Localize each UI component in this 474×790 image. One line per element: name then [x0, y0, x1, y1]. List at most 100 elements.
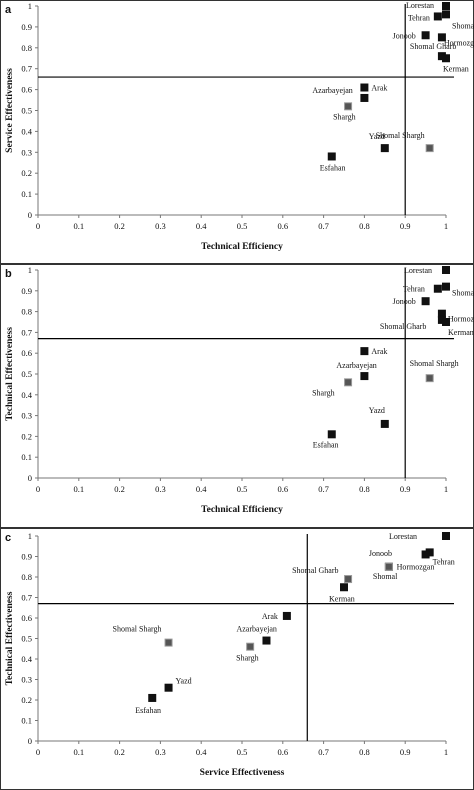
- y-tick-label: 0.4: [21, 654, 32, 664]
- point-label-arak: Arak: [262, 612, 278, 621]
- data-point-esfahan: [327, 430, 336, 439]
- point-label-hormozgan: Hormozgan: [448, 315, 474, 324]
- panel-letter: b: [5, 268, 12, 280]
- point-label-shomal-shargh: Shomal Shargh: [113, 625, 162, 634]
- x-tick-label: 0.8: [359, 484, 370, 494]
- x-tick-label: 0.1: [73, 484, 84, 494]
- data-point-arak: [282, 611, 291, 620]
- scatter-panel-b: b 0 0.1 0.2 0.3 0.4 0.5 0.6 0.7 0.8 0.9 1 0 0.1 0.2 0.3…: [0, 264, 474, 528]
- point-label-azarbayejan: Azarbayejan: [336, 361, 376, 370]
- data-point-shomal: [442, 10, 450, 19]
- y-tick-label: 1: [28, 265, 32, 275]
- x-tick-label: 0.9: [400, 221, 411, 231]
- y-tick-label: 1: [28, 531, 32, 541]
- panel-letter: a: [5, 4, 12, 16]
- x-tick-label: 1: [444, 484, 448, 494]
- x-tick-label: 0.2: [114, 747, 125, 757]
- point-label-tehran: Tehran: [403, 285, 425, 294]
- point-label-hormozgan: Hormozgan: [444, 38, 474, 47]
- x-tick-label: 0.9: [400, 484, 411, 494]
- point-label-esfahan: Esfahan: [313, 440, 339, 449]
- x-tick-label: 0: [36, 221, 40, 231]
- y-tick-label: 0.3: [21, 411, 32, 421]
- point-label-lorestan: Lorestan: [389, 532, 417, 541]
- point-label-tehran: Tehran: [408, 13, 430, 22]
- y-tick-label: 0.6: [21, 613, 32, 623]
- point-label-shomal-gharb: Shomal Gharb: [410, 42, 456, 51]
- y-tick-label: 0.5: [21, 369, 32, 379]
- y-tick-label: 0.2: [21, 431, 32, 441]
- x-tick-label: 0.8: [359, 747, 370, 757]
- point-label-hormozgan: Hormozgan: [397, 562, 435, 571]
- y-tick-label: 0: [28, 473, 32, 483]
- y-tick-label: 0: [28, 210, 32, 220]
- x-tick-label: 0.3: [155, 747, 166, 757]
- y-tick-label: 0.3: [21, 675, 32, 685]
- data-point-esfahan: [327, 152, 336, 161]
- data-point-shargh: [246, 642, 255, 651]
- y-tick-label: 0: [28, 736, 32, 746]
- y-axis-title: Technical Effectiveness: [5, 591, 15, 685]
- x-tick-label: 0.7: [318, 484, 329, 494]
- x-tick-label: 0.4: [196, 221, 207, 231]
- point-label-shargh: Shargh: [333, 112, 356, 121]
- point-label-shomal-gharb: Shomal Gharb: [380, 322, 426, 331]
- data-point-hormozgan: [421, 550, 430, 559]
- y-tick-label: 0.9: [21, 552, 32, 562]
- data-point-kerman: [442, 318, 450, 326]
- data-point-lorestan: [442, 532, 450, 540]
- point-label-shargh: Shargh: [236, 654, 259, 663]
- point-label-kerman: Kerman: [329, 594, 355, 603]
- x-tick-label: 0.2: [114, 484, 125, 494]
- data-point-jonoob: [421, 31, 430, 40]
- data-point-tehran: [433, 12, 442, 21]
- point-label-azarbayejan: Azarbayejan: [236, 625, 276, 634]
- y-tick-label: 0.6: [21, 348, 32, 358]
- y-tick-label: 0.1: [21, 189, 32, 199]
- data-point-shomal-gharb: [344, 575, 353, 584]
- x-tick-label: 0: [36, 747, 40, 757]
- point-label-jonoob: Jonoob: [393, 31, 416, 40]
- x-tick-label: 0.6: [277, 484, 288, 494]
- scatter-panel-c: c 0 0.1 0.2 0.3 0.4 0.5 0.6 0.7 0.8 0.9 1 0 0.1 0.2 0.3…: [0, 528, 474, 790]
- point-label-shomal-gharb: Shomal Gharb: [292, 566, 338, 575]
- y-tick-label: 0.9: [21, 22, 32, 32]
- x-tick-label: 0.5: [237, 484, 248, 494]
- x-tick-label: 0.5: [237, 747, 248, 757]
- data-point-yazd: [380, 419, 389, 428]
- y-tick-label: 0.4: [21, 126, 32, 136]
- y-tick-label: 0.9: [21, 286, 32, 296]
- x-axis-title: Service Effectiveness: [200, 768, 285, 778]
- point-label-arak: Arak: [371, 347, 387, 356]
- data-point-yazd: [164, 683, 173, 692]
- x-tick-label: 0.4: [196, 747, 207, 757]
- point-label-kerman: Kerman: [443, 64, 469, 73]
- scatter-panel-a: a 0 0.1 0.2 0.3 0.4 0.5 0.6 0.7 0.8 0.9 1 0 0.1 0.2 0.3…: [0, 0, 474, 264]
- data-point-arak: [360, 347, 369, 356]
- data-point-shomal-shargh: [425, 144, 434, 153]
- data-point-kerman: [340, 583, 348, 592]
- y-tick-label: 0.3: [21, 147, 32, 157]
- x-tick-label: 0.3: [155, 221, 166, 231]
- y-tick-label: 0.7: [21, 327, 32, 337]
- y-tick-label: 0.1: [21, 452, 32, 462]
- x-tick-label: 0.8: [359, 221, 370, 231]
- x-tick-label: 0.6: [277, 221, 288, 231]
- data-point-azarbayejan: [360, 93, 369, 102]
- point-label-azarbayejan: Azarbayejan: [312, 86, 352, 95]
- point-label-shargh: Shargh: [312, 388, 335, 397]
- data-point-shomal-shargh: [164, 638, 173, 647]
- y-tick-label: 0.5: [21, 634, 32, 644]
- x-tick-label: 0.1: [73, 221, 84, 231]
- data-point-lorestan: [442, 266, 450, 274]
- x-tick-label: 1: [444, 747, 448, 757]
- y-tick-label: 0.8: [21, 307, 32, 317]
- data-point-azarbayejan: [262, 636, 271, 645]
- panel-letter: c: [5, 532, 11, 544]
- point-label-arak: Arak: [371, 84, 387, 93]
- y-tick-label: 0.1: [21, 716, 32, 726]
- data-point-jonoob: [421, 297, 430, 306]
- y-tick-label: 0.4: [21, 390, 32, 400]
- y-tick-label: 1: [28, 1, 32, 11]
- data-point-shargh: [344, 102, 353, 111]
